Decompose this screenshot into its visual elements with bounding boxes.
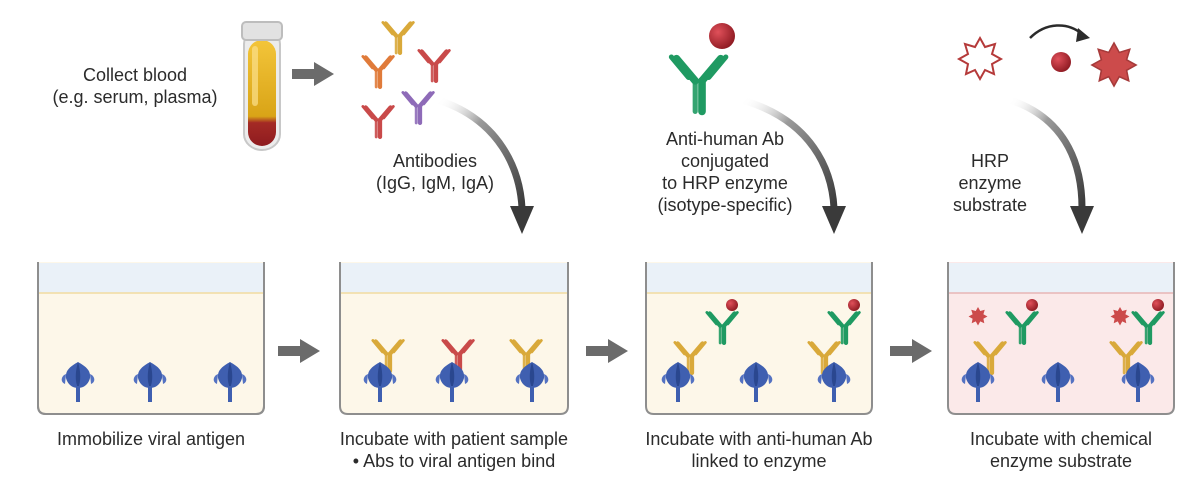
antibodies-label: Antibodies (IgG, IgM, IgA) xyxy=(375,151,495,193)
collect-blood-label: Collect blood (e.g. serum, plasma) xyxy=(52,65,218,107)
arrow-icon xyxy=(1029,24,1083,39)
hrp-enzyme-icon xyxy=(1051,52,1071,72)
arrow-icon xyxy=(292,62,334,86)
hrp-enzyme-icon xyxy=(709,23,735,49)
well-1 xyxy=(37,262,265,415)
substrate-star-icon xyxy=(1091,42,1137,87)
hrp-substrate-label: HRP enzyme substrate xyxy=(952,151,1028,215)
arrow-icon xyxy=(436,96,534,234)
arrow-icon xyxy=(586,339,628,363)
step-1-caption: Immobilize viral antigen xyxy=(56,429,246,449)
well-3 xyxy=(645,262,873,415)
arrow-icon xyxy=(741,96,846,234)
arrow-icon xyxy=(1008,96,1094,234)
well-4 xyxy=(947,262,1175,415)
antibody-icon xyxy=(363,23,449,137)
well-2 xyxy=(339,262,569,415)
arrow-icon xyxy=(1076,28,1090,42)
substrate-star-icon xyxy=(958,37,1002,80)
arrow-icon xyxy=(278,339,320,363)
arrow-icon xyxy=(890,339,932,363)
step-4-caption: Incubate with chemical enzyme substrate xyxy=(969,429,1153,471)
blood-tube-icon xyxy=(241,21,283,151)
antibody-icon xyxy=(671,57,725,111)
step-2-caption: Incubate with patient sample • Abs to vi… xyxy=(339,429,569,471)
step-3-caption: Incubate with anti-human Ab linked to en… xyxy=(645,429,873,471)
anti-human-ab-label: Anti-human Ab conjugated to HRP enzyme (… xyxy=(657,129,793,215)
